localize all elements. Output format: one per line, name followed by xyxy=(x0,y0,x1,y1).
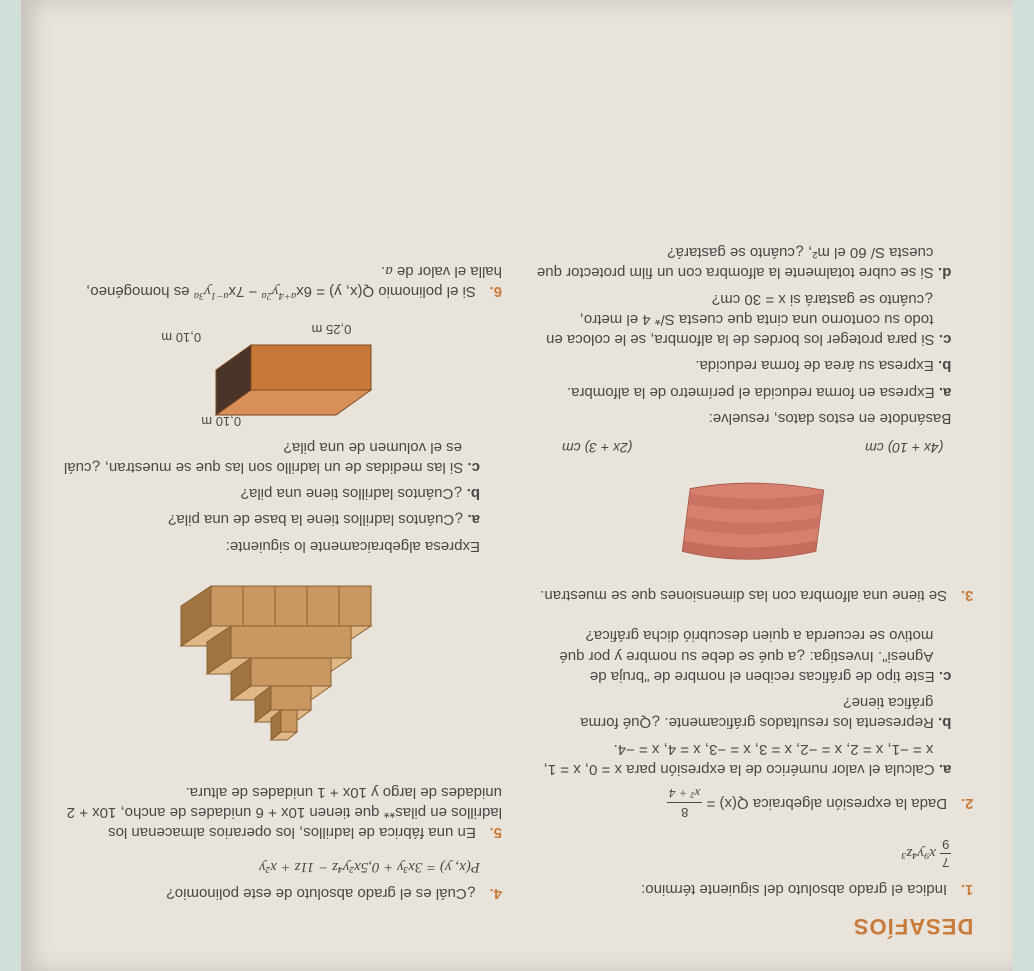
brick-length-label: 0,25 m xyxy=(312,321,352,339)
question-5: 5. En una fábrica de ladrillos, los oper… xyxy=(61,317,502,843)
label-c: c. xyxy=(939,668,952,685)
q1-text: Indica el grado absoluto del siguiente t… xyxy=(641,881,947,898)
brick-pile-figure xyxy=(61,566,502,776)
q5-a-text: ¿Cuántos ladrillos tiene la base de una … xyxy=(168,512,463,529)
q4-number: 4. xyxy=(480,883,502,903)
left-column: DESAFÍOS 1. Indica el grado absoluto del… xyxy=(532,30,973,941)
label-d: d. xyxy=(938,264,951,281)
label-c2: c. xyxy=(939,331,952,348)
page-spread: DESAFÍOS 1. Indica el grado absoluto del… xyxy=(21,0,1014,971)
q2-c: c. Este tipo de gráficas reciben el nomb… xyxy=(532,625,951,686)
label-b3: b. xyxy=(467,485,480,502)
question-3: 3. Se tiene una alfombra con las dimensi… xyxy=(532,236,973,605)
q2-frac-bot: x² + 4 xyxy=(667,785,702,803)
carpet-height-label: (2x + 3) cm xyxy=(562,438,632,457)
q3-a-text: Expresa en forma reducida el perímetro d… xyxy=(567,384,935,401)
label-b: b. xyxy=(938,714,951,731)
carpet-figure xyxy=(532,465,973,575)
q2-c-text: Este tipo de gráficas reciben el nombre … xyxy=(559,627,934,685)
q6-y2: y xyxy=(204,284,211,300)
q4-expression: P(x, y) = 3x³y + 0,5x²y⁴z − 11z + x²y xyxy=(61,857,480,877)
q3-a: a. Expresa en forma reducida el perímetr… xyxy=(532,381,951,401)
label-a2: a. xyxy=(939,384,952,401)
q3-number: 3. xyxy=(951,585,973,605)
q3-b-text: Expresa su área de forma reducida. xyxy=(695,357,933,374)
q2-frac-top: 8 xyxy=(667,802,702,821)
q6-exp1: a+4 xyxy=(279,291,297,302)
q5-c: c. Si las medidas de un ladrillo son las… xyxy=(61,437,480,478)
q3-text: Se tiene una alfombra con las dimensione… xyxy=(540,587,947,604)
q5-text: En una fábrica de ladrillos, los operari… xyxy=(67,784,502,842)
section-title: DESAFÍOS xyxy=(532,911,973,941)
q2-b: b. Representa los resultados gráficament… xyxy=(532,692,951,733)
question-4: 4. ¿Cuál es el grado absoluto de este po… xyxy=(61,857,502,904)
q5-c-text: Si las medidas de un ladrillo son las qu… xyxy=(64,439,463,476)
q6-text-b: − 7x xyxy=(228,284,261,301)
q2-a: a. Calcula el valor numérico de la expre… xyxy=(532,738,951,779)
question-2: 2. Dada la expresión algebraica Q(x) = 8… xyxy=(532,619,973,821)
q1-frac-bot: 9 xyxy=(940,835,951,853)
question-6: 6. Si el polinomio Q(x, y) = 6xa+4y2a − … xyxy=(61,261,502,303)
label-a: a. xyxy=(939,761,952,778)
q6-number: 6. xyxy=(480,281,502,301)
q6-exp2: 2a xyxy=(261,291,272,302)
q2-a-text: Calcula el valor numérico de la expresió… xyxy=(544,741,935,778)
q1-frac-top: 7 xyxy=(940,853,951,872)
q6-exp4: 3a xyxy=(194,291,205,302)
q5-b: b. ¿Cuántos ladrillos tiene una pila? xyxy=(61,483,480,503)
q6-dot: . xyxy=(381,263,385,280)
q4-text: ¿Cuál es el grado absoluto de este polin… xyxy=(166,885,475,902)
q1-tail: x⁹y⁴z³ xyxy=(902,845,936,861)
q2-label: Dada la expresión algebraica Q(x) = xyxy=(707,795,948,812)
brick-pile-icon xyxy=(171,566,391,776)
carpet-width-label: (4x + 10) cm xyxy=(865,438,943,457)
q3-c-text: Si para proteger los bordes de la alfomb… xyxy=(546,291,935,349)
q3-d: d. Si se cubre totalmente la alfombra co… xyxy=(532,242,951,283)
label-a3: a. xyxy=(467,512,480,529)
q5-b-text: ¿Cuántos ladrillos tiene una pila? xyxy=(241,485,463,502)
carpet-icon xyxy=(653,465,853,575)
q1-number: 1. xyxy=(951,879,973,899)
q3-lead: Basándote en estos datos, resuelve: xyxy=(532,408,951,428)
q6-var-a: a xyxy=(385,263,393,279)
q6-text-a: Si el polinomio Q(x, y) = 6x xyxy=(296,284,476,301)
q3-b: b. Expresa su área de forma reducida. xyxy=(532,355,951,375)
q6-exp3: a−1 xyxy=(211,291,229,302)
question-1: 1. Indica el grado absoluto del siguient… xyxy=(532,835,973,899)
brick-width-label: 0,10 m xyxy=(161,329,201,347)
q6-y1: y xyxy=(272,284,279,300)
q2-number: 2. xyxy=(951,793,973,813)
q3-d-text: Si se cubre totalmente la alfombra con u… xyxy=(537,244,934,281)
q1-expression: 7 9 x⁹y⁴z³ xyxy=(532,835,951,871)
q5-lead: Expresa algebraicamente lo siguiente: xyxy=(61,536,480,556)
q5-a: a. ¿Cuántos ladrillos tiene la base de u… xyxy=(61,509,480,529)
q2-b-text: Representa los resultados gráficamente. … xyxy=(580,694,934,731)
q3-c: c. Si para proteger los bordes de la alf… xyxy=(532,288,951,349)
right-column: 4. ¿Cuál es el grado absoluto de este po… xyxy=(61,30,502,941)
q5-number: 5. xyxy=(480,822,502,842)
brick-height-label: 0,10 m xyxy=(201,413,241,431)
single-brick-figure: 0,10 m 0,25 m 0,10 m xyxy=(61,321,502,431)
label-c3: c. xyxy=(467,459,480,476)
label-b2: b. xyxy=(938,357,951,374)
